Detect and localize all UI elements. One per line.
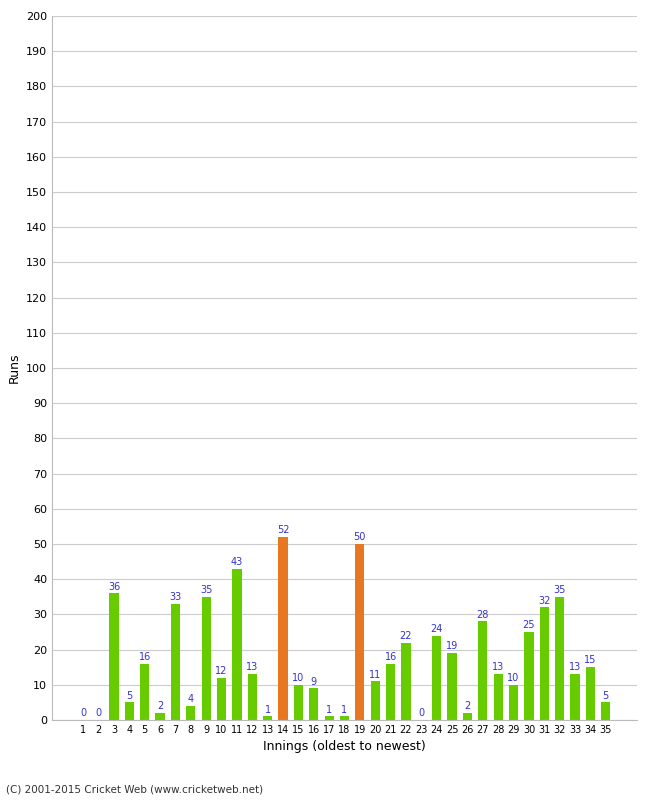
Text: 13: 13 [492,662,504,673]
Text: 15: 15 [584,655,597,666]
Text: 2: 2 [157,701,163,711]
Bar [478,622,488,720]
Bar [386,664,395,720]
Bar [356,544,365,720]
Text: 32: 32 [538,595,551,606]
Bar [555,597,564,720]
Bar [571,674,580,720]
Text: 10: 10 [292,673,304,683]
Bar [309,688,318,720]
Bar [324,717,333,720]
Text: 10: 10 [508,673,520,683]
Text: 5: 5 [126,690,133,701]
Bar [232,569,242,720]
Bar [463,713,472,720]
Text: (C) 2001-2015 Cricket Web (www.cricketweb.net): (C) 2001-2015 Cricket Web (www.cricketwe… [6,784,264,794]
Text: 5: 5 [603,690,609,701]
Bar [525,632,534,720]
Text: 4: 4 [188,694,194,704]
Text: 0: 0 [96,708,101,718]
Text: 28: 28 [476,610,489,620]
Text: 1: 1 [265,705,270,714]
Bar [125,702,134,720]
Bar [401,642,411,720]
Text: 16: 16 [138,652,151,662]
Bar [586,667,595,720]
Bar [248,674,257,720]
Text: 9: 9 [311,677,317,686]
Bar [340,717,349,720]
Text: 11: 11 [369,670,382,679]
Text: 50: 50 [354,532,366,542]
Text: 16: 16 [385,652,396,662]
Text: 0: 0 [419,708,424,718]
Bar [109,594,118,720]
Text: 43: 43 [231,557,243,567]
Text: 2: 2 [464,701,471,711]
Bar [493,674,503,720]
Text: 13: 13 [569,662,581,673]
Text: 36: 36 [108,582,120,591]
Bar [447,653,457,720]
Text: 33: 33 [169,592,181,602]
Text: 24: 24 [430,624,443,634]
Text: 0: 0 [80,708,86,718]
Bar [601,702,610,720]
Text: 35: 35 [554,585,566,595]
Text: 22: 22 [400,630,412,641]
Y-axis label: Runs: Runs [7,353,20,383]
Bar [432,635,441,720]
Bar [140,664,150,720]
Bar [509,685,518,720]
Bar [278,537,288,720]
Text: 1: 1 [326,705,332,714]
Text: 1: 1 [341,705,348,714]
Bar [186,706,196,720]
X-axis label: Innings (oldest to newest): Innings (oldest to newest) [263,741,426,754]
Bar [294,685,303,720]
Text: 19: 19 [446,642,458,651]
Bar [263,717,272,720]
Bar [202,597,211,720]
Bar [155,713,164,720]
Bar [540,607,549,720]
Bar [217,678,226,720]
Text: 12: 12 [215,666,227,676]
Text: 13: 13 [246,662,259,673]
Bar [171,604,180,720]
Bar [370,682,380,720]
Text: 35: 35 [200,585,213,595]
Text: 25: 25 [523,620,535,630]
Text: 52: 52 [277,525,289,535]
